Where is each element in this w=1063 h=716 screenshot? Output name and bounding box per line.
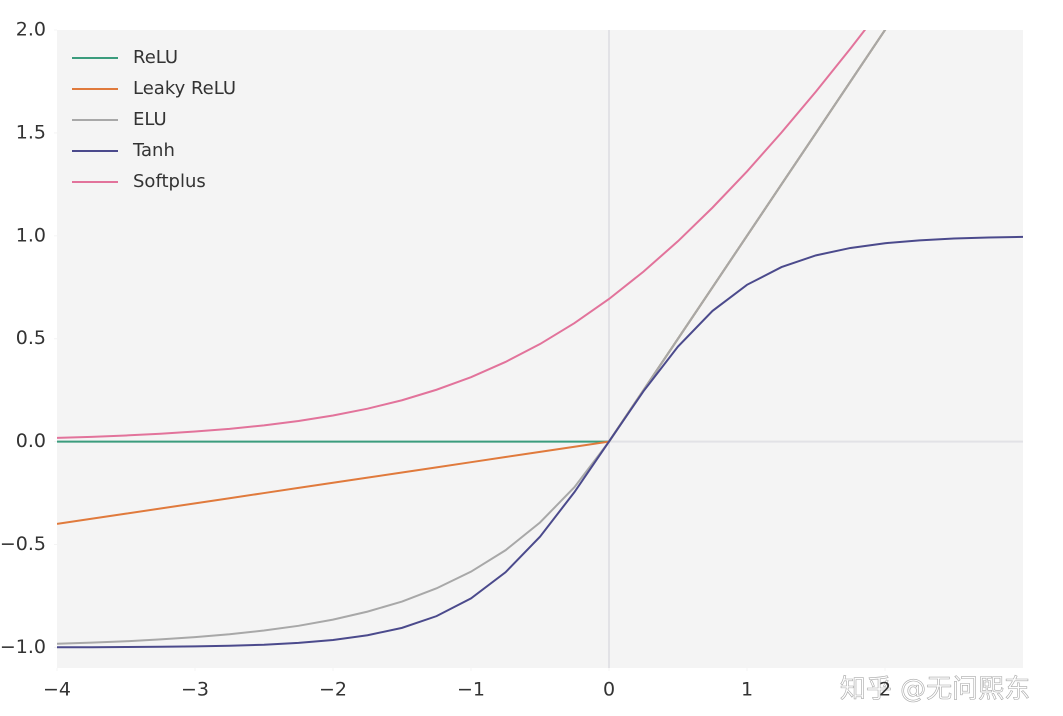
x-tick-label: −4 [43, 679, 71, 701]
y-tick-label: −0.5 [0, 533, 46, 555]
plot-area [57, 30, 1023, 668]
lines [57, 30, 1023, 668]
y-tick-label: −1.0 [0, 636, 46, 658]
x-tick-label: 1 [741, 679, 753, 701]
y-tick-label: 1.0 [16, 224, 46, 246]
x-tick-label: −2 [319, 679, 347, 701]
legend: ReLU Leaky ReLU ELU Tanh Softplus [72, 47, 236, 192]
y-tick-label: 2.0 [16, 19, 46, 41]
legend-label: Softplus [133, 171, 206, 192]
legend-label: ELU [133, 109, 167, 130]
series-line [57, 235, 1023, 649]
legend-label: Tanh [132, 140, 175, 161]
series-line [57, 30, 867, 439]
x-tick-label: −1 [457, 679, 485, 701]
x-tick-label: −3 [181, 679, 209, 701]
y-tick-label: 0.5 [16, 327, 46, 349]
x-tick-label: 2 [879, 679, 891, 701]
legend-label: ReLU [133, 47, 178, 68]
y-tick-label: 0.0 [16, 430, 46, 452]
x-tick-label: 0 [603, 679, 615, 701]
y-tick-label: 1.5 [16, 121, 46, 143]
legend-label: Leaky ReLU [133, 78, 236, 99]
watermark: 知乎 @无问熙东 [840, 675, 1030, 705]
series-line [57, 30, 887, 645]
